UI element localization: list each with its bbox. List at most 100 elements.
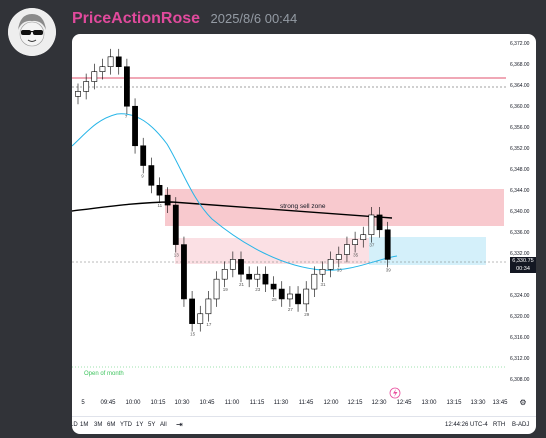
bear-candle <box>247 274 252 279</box>
bear-candle <box>157 185 162 195</box>
open-of-month-label: Open of month <box>84 371 124 377</box>
bear-candle <box>132 106 137 146</box>
time-tick: 11:15 <box>250 400 265 406</box>
time-tick: 10:15 <box>150 400 165 406</box>
bull-candle <box>230 259 235 269</box>
price-tick: 6,360.00 <box>510 104 529 110</box>
current-price-value: 6,330.75 <box>510 257 536 265</box>
bear-candle <box>295 294 300 304</box>
price-tick: 6,352.00 <box>510 146 529 152</box>
bar-number-label: 15 <box>190 332 196 337</box>
bar-number-label: 25 <box>272 297 278 302</box>
price-tick: 6,320.00 <box>510 314 529 320</box>
price-tick: 6,308.00 <box>510 377 529 383</box>
bar-number-label: 31 <box>321 282 327 287</box>
bull-candle <box>369 215 374 235</box>
bull-candle <box>84 82 89 92</box>
bar-number-label: 7 <box>125 114 128 119</box>
range-1d-button[interactable]: 1D <box>72 422 78 428</box>
current-price-tag: 6,330.75 00:34 <box>510 257 536 273</box>
bear-candle <box>263 274 268 284</box>
bull-candle <box>255 274 260 279</box>
time-tick: 13:15 <box>446 400 461 406</box>
bar-countdown: 00:34 <box>510 265 536 273</box>
session-button[interactable]: RTH <box>493 422 505 428</box>
bar-number-label: 9 <box>141 174 144 179</box>
price-chart: 7 9 11 13 15 17 19 21 23 25 27 29 31 33 35 37 39 strong … <box>72 34 536 434</box>
chart-image[interactable]: 7 9 11 13 15 17 19 21 23 25 27 29 31 33 35 37 39 strong … <box>72 34 536 434</box>
time-tick: 13:00 <box>421 400 436 406</box>
clock[interactable]: 12:44:26 UTC-4 <box>445 422 488 428</box>
sell-zone-lower-box <box>175 238 369 264</box>
price-tick: 6,316.00 <box>510 335 529 341</box>
price-tick: 6,340.00 <box>510 209 529 215</box>
time-tick: 10:00 <box>125 400 140 406</box>
price-tick: 6,344.00 <box>510 188 529 194</box>
bull-candle <box>320 269 325 274</box>
strong-sell-zone-label: strong sell zone <box>280 203 326 210</box>
range-3m-button[interactable]: 3M <box>94 422 102 428</box>
time-axis[interactable]: 5 09:45 10:00 10:15 10:30 10:45 11:00 11… <box>72 400 536 412</box>
bear-candle <box>190 299 195 324</box>
price-tick: 6,336.00 <box>510 230 529 236</box>
message-header: PriceActionRose 2025/8/6 00:44 <box>72 10 297 30</box>
range-ytd-button[interactable]: YTD <box>120 422 132 428</box>
bear-candle <box>173 205 178 245</box>
bear-candle <box>141 146 146 166</box>
time-tick: 5 <box>81 400 84 406</box>
bear-candle <box>385 230 390 260</box>
bar-number-label: 21 <box>239 282 245 287</box>
bull-candle <box>206 299 211 314</box>
lightning-icon[interactable] <box>390 388 400 398</box>
bull-candle <box>336 254 341 259</box>
time-tick: 10:45 <box>199 400 214 406</box>
strong-sell-zone-box <box>165 189 504 226</box>
bar-number-label: 17 <box>206 322 212 327</box>
bull-candle <box>353 240 358 245</box>
time-tick: 12:00 <box>323 400 338 406</box>
bar-number-label: 19 <box>223 287 229 292</box>
bear-candle <box>165 195 170 205</box>
avatar-face-with-sunglasses-icon <box>8 8 56 56</box>
time-tick: 12:30 <box>371 400 386 406</box>
date-range-icon[interactable]: ⇥ <box>176 420 183 429</box>
bar-number-label: 37 <box>369 243 375 248</box>
bull-candle <box>92 72 97 82</box>
range-1m-button[interactable]: 1M <box>80 422 88 428</box>
bar-number-label: 23 <box>255 287 261 292</box>
time-tick: 11:00 <box>225 400 240 406</box>
bear-candle <box>271 284 276 289</box>
bull-candle <box>304 289 309 304</box>
price-tick: 6,356.00 <box>510 125 529 131</box>
bull-candle <box>361 235 366 240</box>
avatar[interactable] <box>8 8 56 56</box>
time-tick: 10:30 <box>174 400 189 406</box>
bar-number-label: 13 <box>174 253 180 258</box>
time-tick: 13:45 <box>492 400 507 406</box>
time-tick: 12:45 <box>396 400 411 406</box>
range-6m-button[interactable]: 6M <box>107 422 115 428</box>
range-5y-button[interactable]: 5Y <box>148 422 155 428</box>
range-1y-button[interactable]: 1Y <box>136 422 143 428</box>
bull-candle <box>214 279 219 299</box>
bull-candle <box>344 245 349 255</box>
bull-candle <box>287 294 292 299</box>
price-tick: 6,364.00 <box>510 83 529 89</box>
bear-candle <box>238 259 243 274</box>
range-all-button[interactable]: All <box>160 422 167 428</box>
time-tick: 11:45 <box>299 400 314 406</box>
axis-settings-icon[interactable]: ⚙ <box>519 398 526 407</box>
bull-candle <box>198 314 203 324</box>
bull-candle <box>108 57 113 67</box>
bear-candle <box>181 245 186 299</box>
adjustment-button[interactable]: B-ADJ <box>512 422 529 428</box>
username[interactable]: PriceActionRose <box>72 10 200 27</box>
price-tick: 6,312.00 <box>510 356 529 362</box>
time-tick: 09:45 <box>100 400 115 406</box>
bar-number-label: 35 <box>353 253 359 258</box>
bar-number-label: 29 <box>304 312 310 317</box>
timestamp: 2025/8/6 00:44 <box>211 11 298 26</box>
bull-candle <box>222 269 227 279</box>
bar-number-label: 11 <box>158 203 163 208</box>
bear-candle <box>124 67 129 107</box>
